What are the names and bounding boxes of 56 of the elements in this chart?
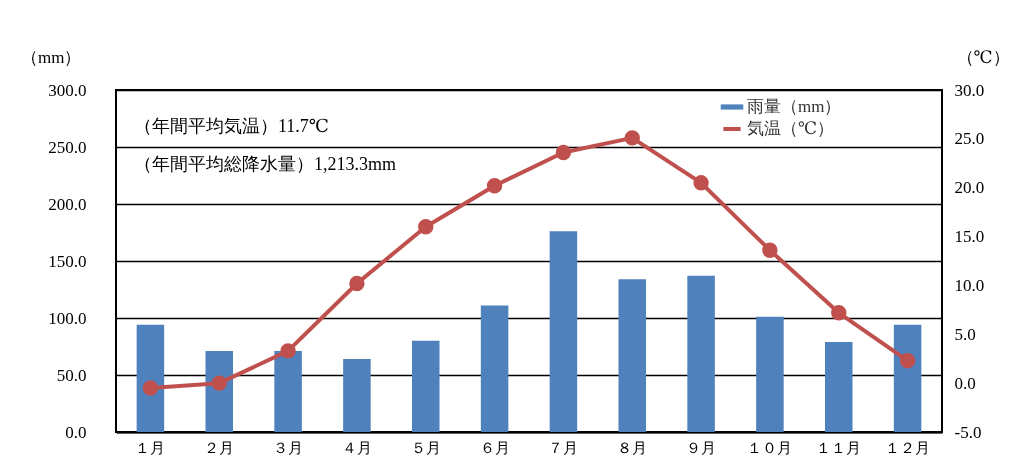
x-tick-label: ２月 — [204, 439, 235, 456]
y-tick-label: 150.0 — [48, 251, 87, 271]
y2-tick-label: 10.0 — [954, 275, 985, 295]
bar — [893, 324, 922, 432]
y2-axis-title: （℃） — [956, 47, 1010, 67]
y-tick-label: 200.0 — [48, 194, 87, 214]
x-tick-label: ３月 — [273, 439, 304, 456]
point — [142, 380, 159, 396]
x-tick-label: ５月 — [410, 439, 441, 456]
bar — [274, 351, 302, 432]
bar — [824, 341, 853, 432]
y2-tick-label: 20.0 — [954, 178, 985, 198]
point — [280, 343, 296, 359]
y2-tick-label: -5.0 — [954, 422, 982, 442]
x-tick-label: ６月 — [479, 439, 510, 456]
annotation: （年間平均気温）11.7℃ — [134, 116, 329, 136]
point — [831, 305, 847, 321]
x-tick-label: ９月 — [686, 439, 717, 456]
bar — [618, 279, 647, 432]
point — [624, 130, 640, 146]
y-axis-title: （mm） — [21, 47, 82, 67]
y2-tick-label: 30.0 — [954, 80, 985, 100]
y2-tick-label: 15.0 — [954, 227, 985, 247]
y2-tick-label: 0.0 — [954, 373, 976, 393]
y-tick-label: 100.0 — [48, 308, 87, 328]
annotation: （年間平均総降水量）1,213.3mm — [134, 154, 397, 174]
y-tick-label: 250.0 — [48, 137, 87, 157]
x-tick-label: １０月 — [747, 439, 793, 456]
bar — [411, 340, 440, 432]
x-tick-label: １２月 — [885, 439, 931, 456]
bar — [136, 324, 165, 432]
point — [211, 375, 227, 391]
bar — [687, 275, 715, 432]
bar — [549, 231, 578, 432]
y2-tick-label: 5.0 — [954, 324, 976, 344]
y-tick-label: 50.0 — [56, 365, 87, 385]
x-tick-label: ４月 — [341, 439, 372, 456]
y-tick-label: 300.0 — [48, 80, 87, 100]
bar — [480, 305, 509, 432]
legend-label: 雨量（mm） — [747, 97, 842, 116]
point — [418, 219, 434, 235]
y-tick-label: 0.0 — [65, 422, 87, 442]
point — [762, 242, 778, 258]
x-tick-label: １月 — [135, 439, 166, 456]
point — [899, 352, 916, 369]
point — [349, 275, 365, 292]
legend-label: 気温（℃） — [747, 119, 835, 138]
point — [486, 178, 503, 194]
bar — [756, 316, 784, 432]
x-tick-label: ８月 — [617, 439, 648, 456]
y2-tick-label: 25.0 — [954, 129, 985, 149]
x-tick-label: ７月 — [548, 439, 579, 456]
x-tick-label: １１月 — [816, 439, 862, 456]
point — [693, 175, 709, 191]
point — [555, 144, 572, 161]
bar — [343, 359, 371, 432]
